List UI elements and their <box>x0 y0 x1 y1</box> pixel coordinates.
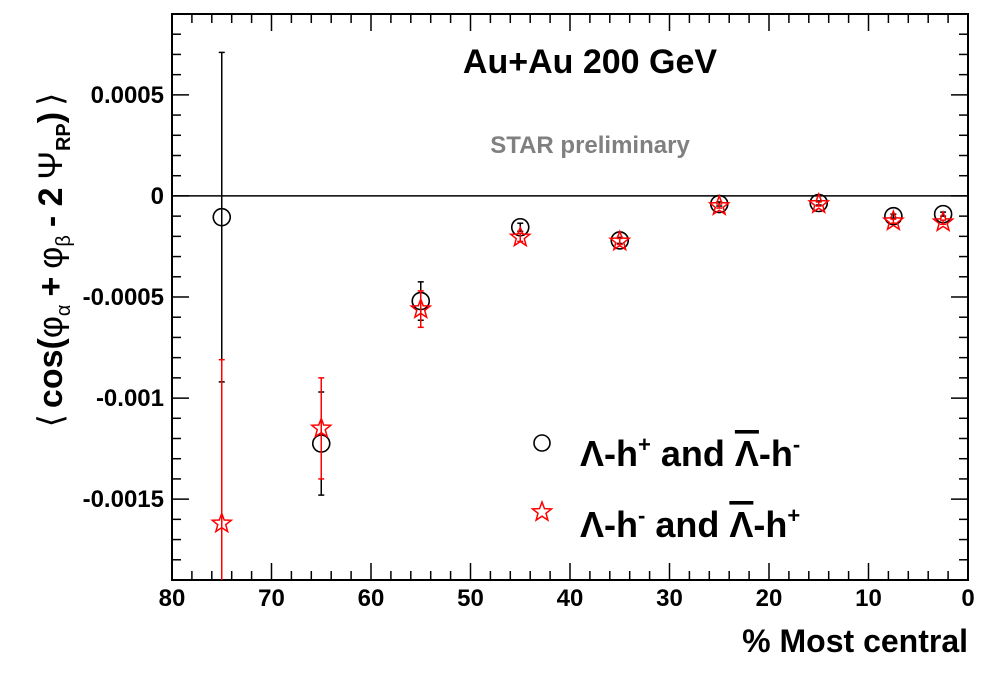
data-point-star <box>881 209 905 232</box>
legend-marker-star <box>530 499 554 522</box>
y-tick-label: 0 <box>151 183 164 210</box>
y-title-phi-1: φ <box>32 316 70 338</box>
data-point-star <box>210 511 234 534</box>
x-tick-label: 70 <box>258 585 285 612</box>
y-tick-label: 0.0005 <box>91 82 164 109</box>
legend-2-a: Λ-h <box>580 504 638 545</box>
y-title-plus: + <box>32 277 70 297</box>
legend-2-b-tail: -h <box>753 504 787 545</box>
y-title-sub-alpha: α <box>53 305 75 317</box>
y-title-sub-rp: RP <box>53 123 75 151</box>
y-title-minus-2: - 2 <box>32 187 70 227</box>
legend: Λ-h+ and Λ-h- Λ-h- and Λ-h+ <box>530 432 800 545</box>
preliminary-label: STAR preliminary <box>490 132 690 159</box>
x-tick-label: 20 <box>756 585 783 612</box>
chart-title: Au+Au 200 GeV <box>463 43 717 81</box>
plot-frame <box>171 13 969 581</box>
x-tick-label: 10 <box>855 585 882 612</box>
data-point-circle <box>212 207 232 227</box>
x-tick-label: 50 <box>457 585 484 612</box>
y-title-close-paren: ) <box>32 112 70 123</box>
y-title-sub-beta: β <box>53 235 75 247</box>
legend-1-a: Λ-h <box>580 433 638 474</box>
legend-1-b-sup: - <box>793 432 800 457</box>
y-title-psi: Ψ <box>32 151 70 179</box>
y-title-phi-2: φ <box>32 247 70 269</box>
legend-2-a-sup: - <box>638 503 645 528</box>
legend-2-and: and <box>645 504 729 545</box>
legend-marker-circle <box>533 434 551 452</box>
y-title-cos: cos( <box>32 337 70 408</box>
legend-2-b-sup: + <box>787 503 800 528</box>
y-tick-label: -0.0015 <box>83 486 164 513</box>
legend-entry-1: Λ-h+ and Λ-h- <box>580 432 800 474</box>
legend-1-b-tail: -h <box>759 433 793 474</box>
data-point-star <box>931 210 955 233</box>
y-axis-title: ⟨cos(φα+φβ- 2ΨRP)⟩ <box>32 93 75 428</box>
legend-1-a-sup: + <box>638 432 651 457</box>
axis-ticks <box>171 13 969 581</box>
data-point-star <box>309 416 333 439</box>
x-tick-label: 60 <box>358 585 385 612</box>
x-tick-label: 40 <box>557 585 584 612</box>
legend-1-b: Λ <box>735 433 759 474</box>
legend-entry-2: Λ-h- and Λ-h+ <box>580 503 800 545</box>
y-title-close: ⟩ <box>32 93 70 106</box>
y-title-open: ⟨ <box>32 414 70 427</box>
data-point-star <box>508 225 532 248</box>
data-point-star <box>707 193 731 216</box>
legend-star-shape <box>530 499 554 522</box>
data-point-star <box>409 296 433 319</box>
x-axis-title: % Most central <box>742 623 968 659</box>
data-point-star <box>608 229 632 252</box>
data-point-star <box>807 191 831 214</box>
y-tick-labels: 0.0005 0 -0.0005 -0.001 -0.0015 <box>83 82 164 513</box>
x-tick-label: 80 <box>159 585 186 612</box>
x-tick-labels: 80 70 60 50 40 30 20 10 0 <box>159 585 975 612</box>
legend-1-and: and <box>651 433 735 474</box>
y-tick-label: -0.0005 <box>83 284 164 311</box>
series-2 <box>210 191 955 580</box>
y-tick-label: -0.001 <box>96 385 164 412</box>
x-tick-label: 30 <box>656 585 683 612</box>
legend-2-b: Λ <box>729 504 753 545</box>
x-tick-label: 0 <box>961 585 974 612</box>
data-series <box>210 51 955 580</box>
